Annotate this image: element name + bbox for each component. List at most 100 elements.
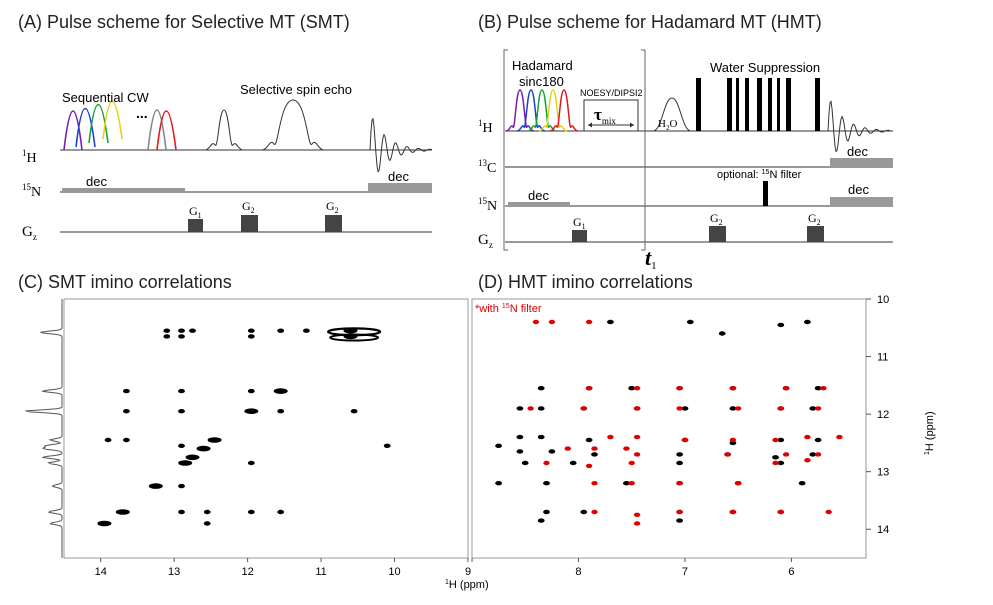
peak [203, 509, 211, 515]
a-fid [369, 117, 433, 173]
b-sinc-label: sinc180 [519, 74, 564, 89]
peak-cluster [329, 333, 380, 342]
peak-red [676, 406, 683, 411]
peak [676, 460, 683, 466]
peak [178, 443, 185, 448]
peak [247, 328, 255, 333]
peak [207, 437, 222, 443]
b-bracket-right [641, 49, 646, 251]
peak [148, 483, 163, 489]
peak-red [585, 463, 593, 469]
peak-red [633, 512, 641, 517]
peak [273, 388, 288, 394]
peak [123, 409, 130, 414]
panel-b-pulse-scheme: 1H 13C 15N Gz Hadamard sinc180 NOESY/DIP… [478, 49, 893, 272]
a-gradient-g1 [188, 219, 203, 232]
b-sinc-red [549, 89, 579, 132]
peak [495, 443, 502, 448]
peak-red [782, 452, 790, 457]
peak [277, 509, 285, 515]
b-dec-c-bar [830, 158, 893, 167]
peak [543, 509, 550, 515]
peak [350, 409, 358, 414]
peak-red [633, 521, 641, 526]
peak [777, 322, 785, 328]
b-sinc-yellow [538, 89, 568, 132]
b-gradient-g2b-label: G2 [808, 211, 821, 227]
peak [163, 334, 171, 339]
peak [123, 388, 130, 394]
peak-red [628, 460, 635, 466]
b-ws-pulse-4 [745, 78, 749, 131]
x-tick-label-c: 11 [315, 566, 326, 578]
a-cw-pulse-purple [63, 110, 83, 151]
b-dec-n-label-2: dec [848, 182, 869, 197]
a-cw-pulse-green [88, 104, 109, 144]
peak-red [820, 386, 827, 391]
peak [277, 328, 285, 333]
a-dec-label-2: dec [388, 169, 409, 184]
a-sinc-pulse-2 [261, 99, 325, 151]
peak [809, 452, 817, 457]
peak-red [836, 434, 843, 440]
peak-red [825, 509, 832, 515]
peak-red [777, 509, 784, 515]
a-dec-bar-2 [368, 183, 432, 192]
panel-a-pulse-scheme: 1H 15N Gz Sequential CW ... Selective sp… [22, 82, 433, 242]
peak-red [633, 386, 641, 391]
peak [104, 437, 112, 443]
peak [97, 520, 112, 527]
peak [548, 449, 556, 454]
peak [569, 460, 577, 466]
b-label-gz: Gz [478, 232, 493, 250]
peak-red [564, 446, 571, 451]
peak [247, 334, 255, 339]
peak [277, 409, 285, 414]
y-tick-label: 12 [877, 409, 889, 421]
peak [247, 509, 255, 515]
peak [798, 481, 806, 486]
b-dec-n-bar-2 [830, 197, 893, 206]
a-dots: ... [136, 105, 148, 121]
b-fid [827, 100, 891, 153]
peak [580, 509, 588, 515]
a-gradient-g2a-label: G2 [242, 199, 255, 215]
peak [189, 328, 196, 333]
peak [718, 331, 726, 336]
peak-red [591, 446, 598, 451]
peak-red [729, 509, 737, 515]
peak [585, 437, 593, 443]
b-ws-pulse-1 [696, 78, 701, 131]
peak-red [782, 386, 790, 391]
b-label-1h: 1H [478, 118, 493, 136]
x-tick-label-c: 13 [168, 566, 180, 578]
y-tick-label: 11 [877, 352, 888, 364]
a-cw-pulse-red [156, 110, 177, 151]
a-sinc-pulse-1 [204, 109, 244, 151]
y-tick-label: 13 [877, 467, 889, 479]
peak-red [607, 434, 614, 440]
peak [607, 319, 614, 325]
peak [244, 408, 259, 415]
x-axis: 14 13 12 11 10 9 8 7 6 [95, 558, 795, 578]
peak [247, 388, 255, 394]
peak-red [772, 460, 779, 466]
peak [543, 481, 550, 486]
b-t1-label: t1 [645, 245, 657, 272]
peak [115, 509, 130, 515]
a-cw-pulse-gray [147, 109, 167, 151]
d-plot-frame [471, 298, 867, 559]
y-axis-label: 1H (ppm) [924, 411, 936, 455]
peak-red [676, 386, 683, 391]
peak [804, 319, 811, 325]
peak [303, 328, 310, 333]
peak-red [591, 509, 598, 515]
panel-d-title: (D) HMT imino correlations [478, 272, 693, 292]
peak-red [729, 437, 737, 443]
x-tick-label-c: 9 [465, 566, 471, 578]
peak [628, 386, 636, 391]
b-hadamard-label: Hadamard [512, 58, 573, 73]
a-gradient-g1-label: G1 [189, 204, 202, 220]
x-tick-label-d: 8 [575, 566, 581, 578]
peak [516, 434, 524, 440]
